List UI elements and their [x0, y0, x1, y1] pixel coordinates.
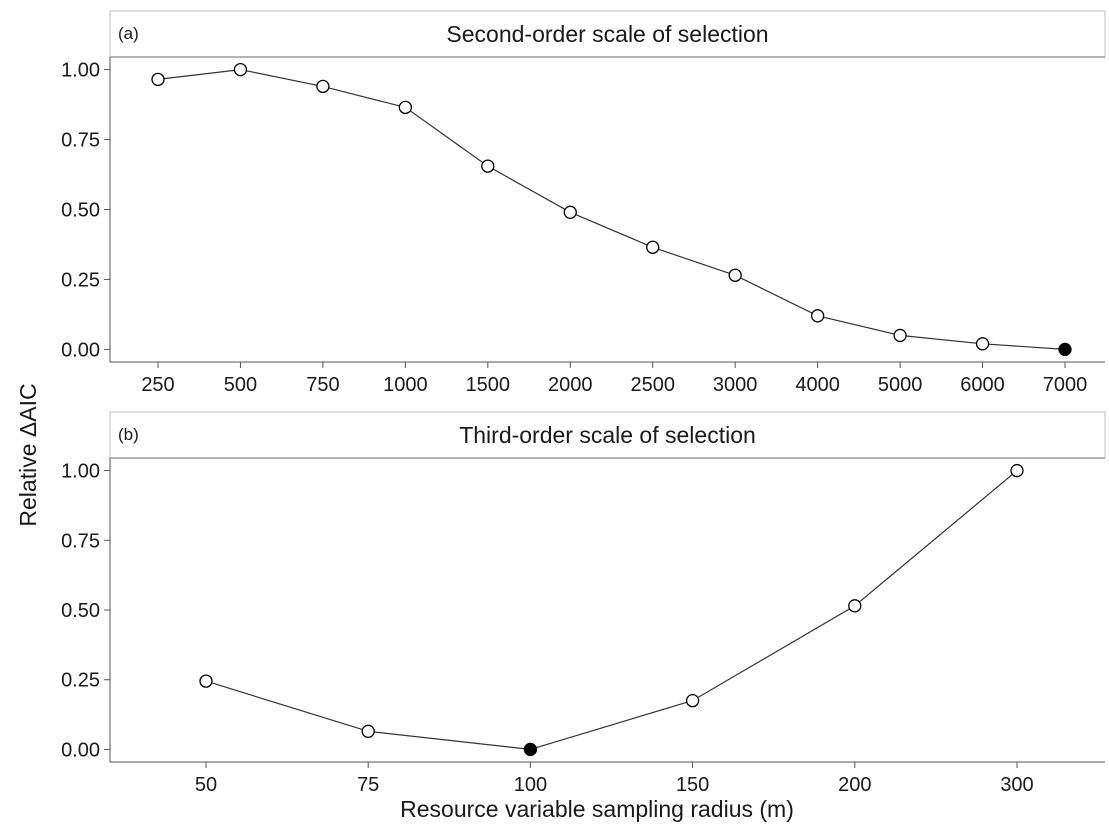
x-tick-label: 6000 — [960, 374, 1005, 396]
y-tick-label: 0.50 — [61, 200, 100, 222]
x-tick-label: 7000 — [1043, 374, 1088, 396]
panel-strip — [109, 411, 1106, 459]
y-axis-title: Relative ΔAIC — [15, 383, 41, 526]
y-tick-label: 0.25 — [61, 269, 100, 291]
y-tick-label: 1.00 — [61, 60, 100, 82]
x-tick-label: 150 — [676, 774, 709, 796]
x-tick-label: 50 — [195, 774, 217, 796]
x-tick-label: 1000 — [383, 374, 428, 396]
data-point — [728, 268, 742, 282]
x-tick-label: 2000 — [548, 374, 593, 396]
data-point — [848, 599, 862, 613]
panel-title: Third-order scale of selection — [459, 422, 756, 448]
x-tick-label: 4000 — [795, 374, 840, 396]
x-tick-label: 3000 — [713, 374, 758, 396]
x-tick-label: 5000 — [878, 374, 923, 396]
series-line — [157, 68, 1066, 350]
x-axis-title: Resource variable sampling radius (m) — [400, 796, 794, 822]
data-point — [975, 337, 990, 351]
x-tick-label: 750 — [306, 374, 339, 396]
data-point — [316, 79, 330, 94]
x-tick-label: 75 — [357, 774, 379, 796]
panel-b: (b) Third-order scale of selection 0.00 0.2… — [61, 411, 1106, 796]
y-tick-label: 0.75 — [61, 130, 100, 152]
panel-tag: (b) — [118, 425, 139, 444]
data-point — [810, 309, 825, 323]
x-tick-label: 2500 — [630, 374, 675, 396]
y-tick-label: 0.25 — [61, 670, 100, 692]
data-point — [151, 72, 165, 87]
data-point — [685, 693, 700, 708]
panel-title: Second-order scale of selection — [446, 21, 768, 47]
data-point — [646, 240, 660, 254]
y-tick-label: 0.50 — [61, 600, 100, 622]
data-point — [563, 205, 577, 219]
y-tick-label: 1.00 — [61, 461, 100, 483]
x-tick-label: 250 — [141, 374, 174, 396]
data-point — [1010, 463, 1024, 478]
x-tick-label: 100 — [514, 774, 547, 796]
y-tick-label: 0.75 — [61, 530, 100, 552]
series-line — [205, 470, 1018, 751]
panel-tag: (a) — [118, 24, 139, 43]
y-tick-label: 0.00 — [61, 339, 100, 361]
x-tick-label: 200 — [838, 774, 871, 796]
data-point — [398, 100, 413, 115]
data-point — [361, 724, 375, 738]
data-point — [893, 328, 907, 343]
best-fit-point — [1058, 342, 1072, 357]
panel-a: (a) Second-order scale of selection 0.00 0.… — [61, 10, 1106, 396]
data-point — [199, 674, 213, 688]
best-fit-point — [523, 742, 538, 757]
y-tick-label: 0.00 — [61, 739, 100, 761]
panel-strip — [109, 10, 1106, 58]
x-tick-label: 1500 — [466, 374, 511, 396]
x-tick-label: 500 — [224, 374, 257, 396]
x-tick-label: 300 — [1000, 774, 1033, 796]
data-point — [481, 159, 495, 173]
data-point — [233, 62, 248, 77]
